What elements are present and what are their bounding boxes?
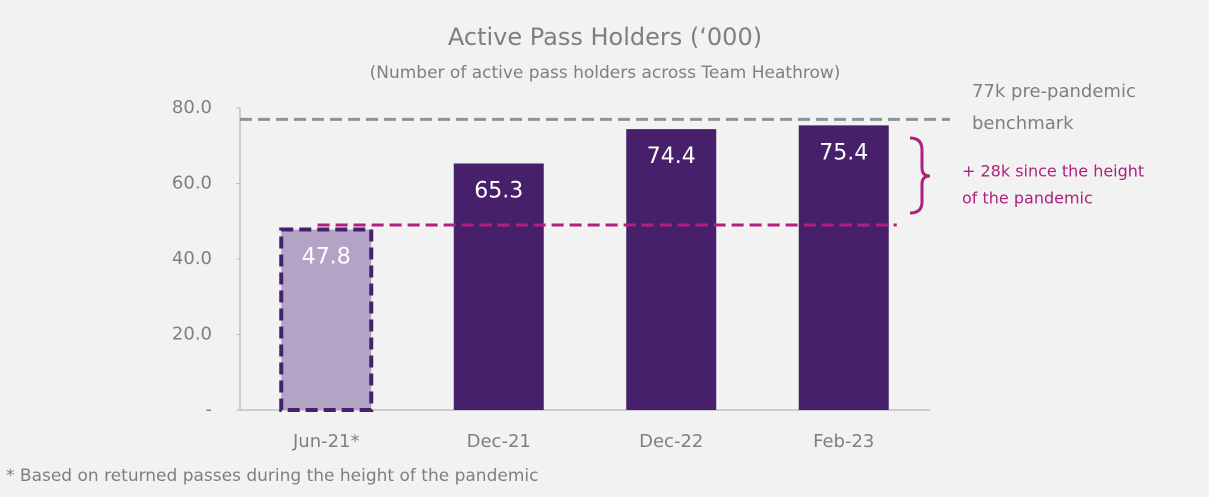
x-tick-label: Feb-23: [813, 431, 874, 452]
value-label: 65.3: [474, 178, 523, 203]
bar: [798, 125, 889, 411]
chart-subtitle: (Number of active pass holders across Te…: [370, 63, 841, 83]
footnote: * Based on returned passes during the he…: [6, 466, 538, 486]
benchmark-label: benchmark: [972, 113, 1074, 134]
bar: [279, 227, 374, 412]
y-tick-label: 80.0: [172, 97, 212, 118]
bar: [453, 163, 544, 410]
bar: [626, 129, 717, 410]
y-tick-label: 40.0: [172, 248, 212, 269]
y-tick-label: -: [206, 399, 213, 420]
value-label: 75.4: [819, 140, 868, 165]
x-tick-label: Dec-21: [467, 431, 531, 452]
growth-label: of the pandemic: [962, 189, 1093, 208]
y-tick-label: 20.0: [172, 324, 212, 345]
x-tick-label: Jun-21*: [292, 431, 360, 452]
brace: [909, 136, 931, 215]
y-tick-label: 60.0: [172, 173, 212, 194]
value-label: 74.4: [647, 144, 696, 169]
benchmark-label: 77k pre-pandemic: [972, 81, 1136, 102]
chart-title: Active Pass Holders (‘000): [448, 23, 762, 51]
x-tick-label: Dec-22: [639, 431, 703, 452]
value-label: 47.8: [302, 245, 351, 270]
growth-label: + 28k since the height: [962, 162, 1144, 181]
